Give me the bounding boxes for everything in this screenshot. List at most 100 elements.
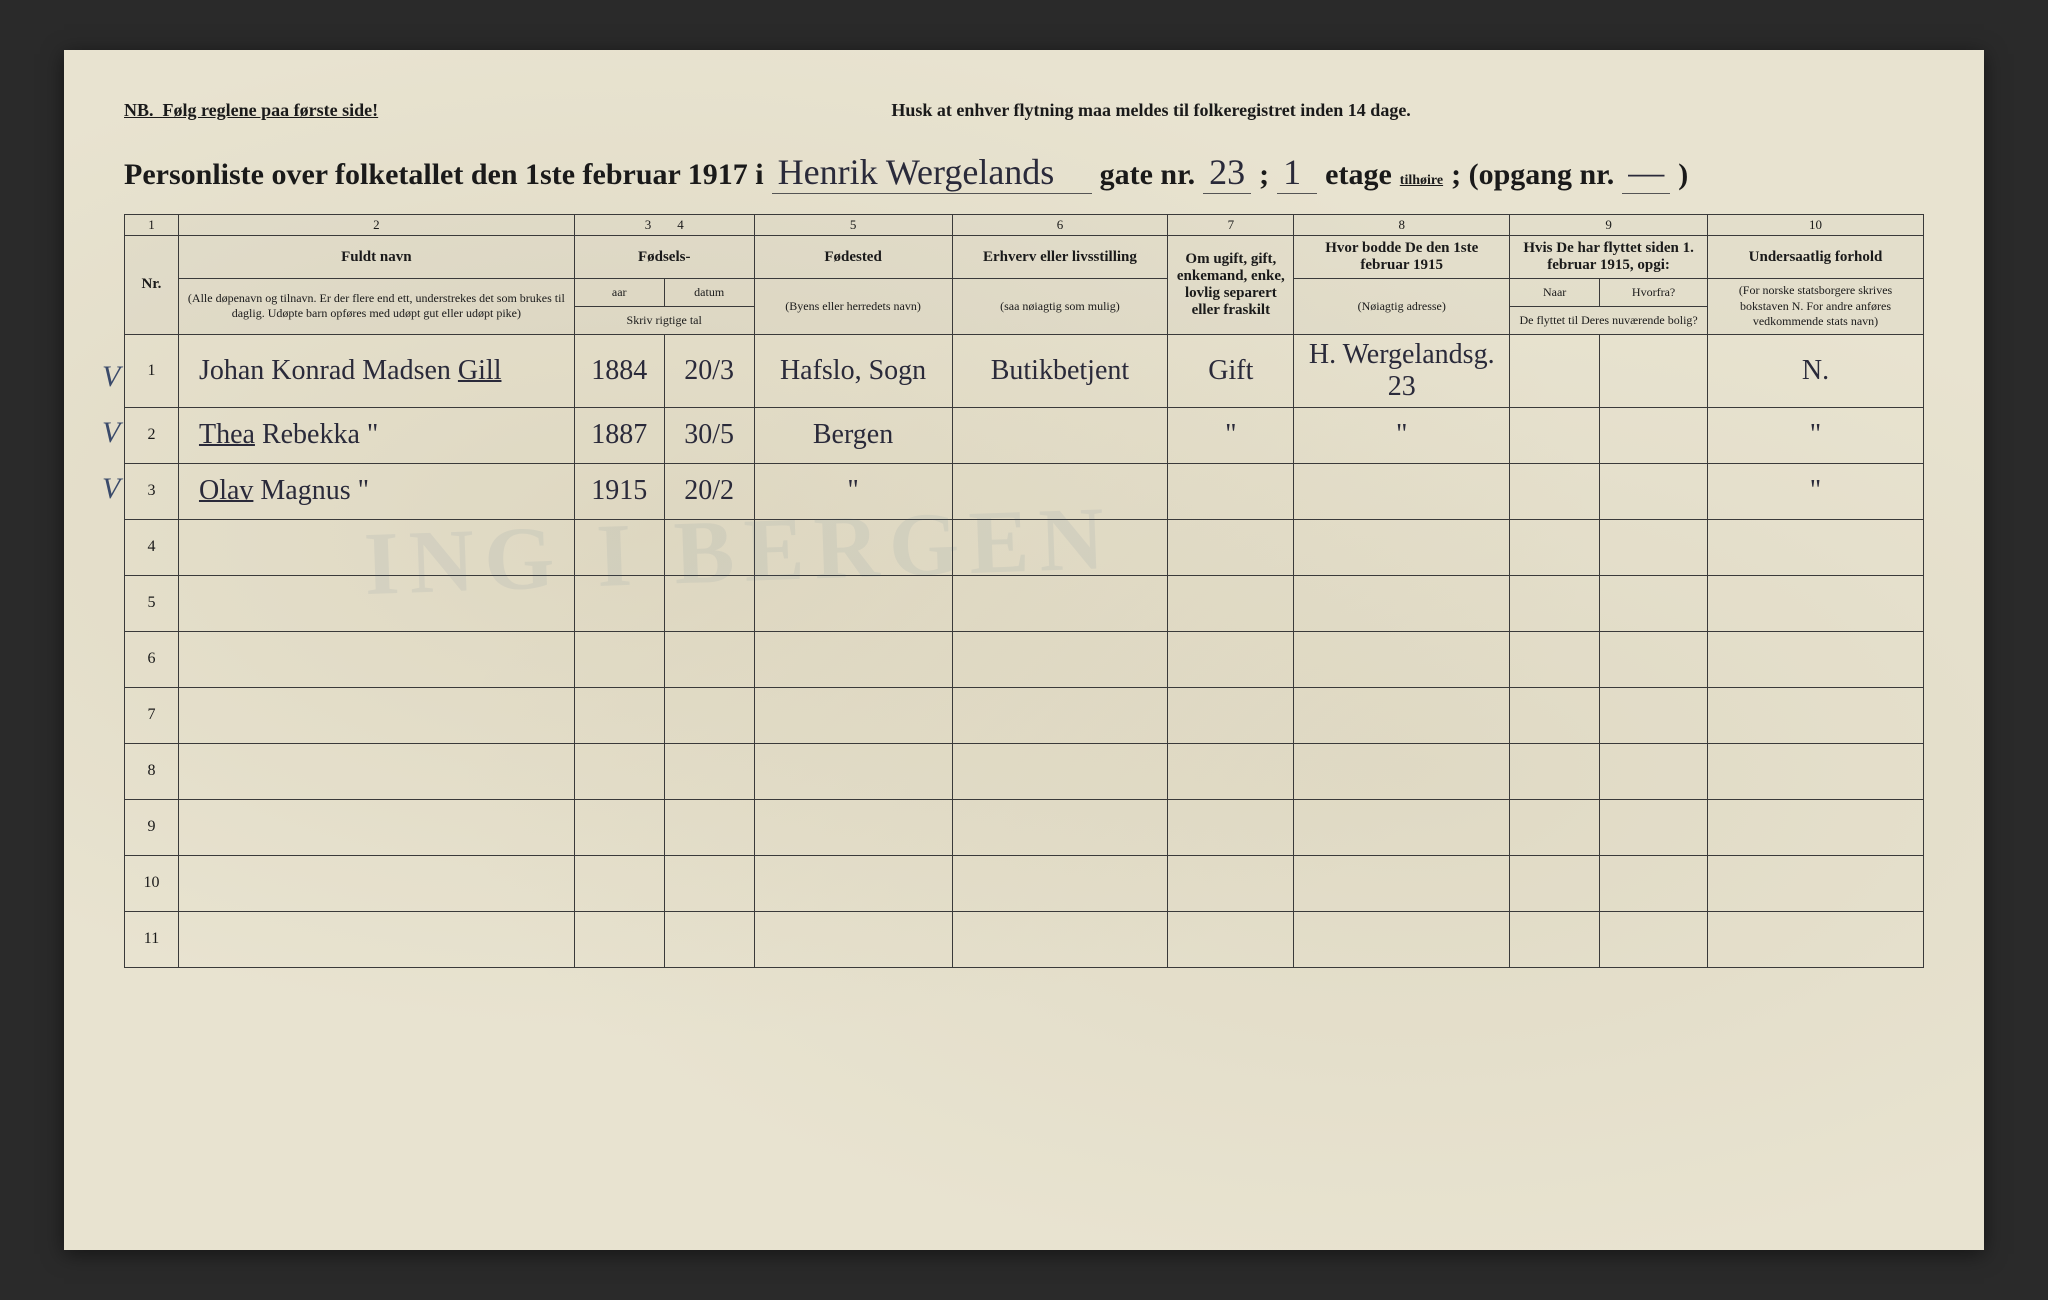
- table-row-empty: 11: [125, 911, 1924, 967]
- cell-nr: 3: [125, 463, 179, 519]
- cell-empty: [754, 631, 952, 687]
- cell-name: Thea Rebekka ": [178, 407, 574, 463]
- colnum-3-4: 3 4: [574, 215, 754, 236]
- hdr-name: Fuldt navn: [178, 236, 574, 279]
- cell-empty: [574, 687, 664, 743]
- cell-empty: [952, 519, 1168, 575]
- cell-marital: [1168, 463, 1294, 519]
- colnum-5: 5: [754, 215, 952, 236]
- table-row: 1Johan Konrad Madsen Gill188420/3Hafslo,…: [125, 334, 1924, 407]
- cell-addr1915: H. Wergelandsg. 23: [1294, 334, 1510, 407]
- colnum-10: 10: [1708, 215, 1924, 236]
- cell-empty: [1708, 519, 1924, 575]
- cell-empty: [1294, 855, 1510, 911]
- cell-moved-from: [1600, 407, 1708, 463]
- cell-nr: 8: [125, 743, 179, 799]
- table-row-empty: 9: [125, 799, 1924, 855]
- cell-empty: [952, 687, 1168, 743]
- cell-empty: [754, 911, 952, 967]
- cell-nr: 10: [125, 855, 179, 911]
- close-paren: ): [1678, 158, 1688, 192]
- hdr-addr1915: Hvor bodde De den 1ste februar 1915: [1294, 236, 1510, 279]
- cell-empty: [664, 743, 754, 799]
- hdr-citizen-sub: (For norske statsborgere skrives bokstav…: [1708, 279, 1924, 335]
- cell-empty: [178, 575, 574, 631]
- hdr-birthplace-sub: (Byens eller herredets navn): [754, 279, 952, 335]
- cell-empty: [664, 631, 754, 687]
- cell-empty: [1510, 687, 1600, 743]
- cell-empty: [574, 911, 664, 967]
- cell-birthplace: Bergen: [754, 407, 952, 463]
- cell-empty: [664, 575, 754, 631]
- cell-addr1915: [1294, 463, 1510, 519]
- cell-empty: [754, 743, 952, 799]
- cell-empty: [1600, 799, 1708, 855]
- cell-date: 20/3: [664, 334, 754, 407]
- column-number-row: 1 2 3 4 5 6 7 8 9 10: [125, 215, 1924, 236]
- cell-nr: 9: [125, 799, 179, 855]
- cell-empty: [1168, 687, 1294, 743]
- hdr-name-sub: (Alle døpenavn og tilnavn. Er der flere …: [178, 279, 574, 335]
- cell-moved-when: [1510, 334, 1600, 407]
- cell-empty: [1294, 519, 1510, 575]
- cell-moved-when: [1510, 463, 1600, 519]
- cell-empty: [1708, 855, 1924, 911]
- reminder-text: Husk at enhver flytning maa meldes til f…: [378, 100, 1924, 121]
- opgang-label: ; (opgang nr.: [1451, 158, 1614, 192]
- street-name-handwritten: Henrik Wergelands: [772, 151, 1092, 194]
- table-row-empty: 10: [125, 855, 1924, 911]
- hdr-nr: Nr.: [125, 236, 179, 335]
- cell-empty: [1294, 799, 1510, 855]
- cell-empty: [952, 743, 1168, 799]
- cell-empty: [952, 631, 1168, 687]
- colnum-2: 2: [178, 215, 574, 236]
- hdr-occupation-sub: (saa nøiagtig som mulig): [952, 279, 1168, 335]
- cell-empty: [1510, 855, 1600, 911]
- cell-empty: [1510, 631, 1600, 687]
- hdr-birthplace: Fødested: [754, 236, 952, 279]
- cell-empty: [178, 911, 574, 967]
- cell-empty: [664, 911, 754, 967]
- cell-empty: [1600, 631, 1708, 687]
- cell-year: 1884: [574, 334, 664, 407]
- table-row: 2Thea Rebekka "188730/5Bergen""": [125, 407, 1924, 463]
- cell-empty: [574, 855, 664, 911]
- cell-empty: [1168, 911, 1294, 967]
- table-row-empty: 5: [125, 575, 1924, 631]
- top-instruction-line: NB. Følg reglene paa første side! Husk a…: [124, 100, 1924, 121]
- cell-empty: [754, 799, 952, 855]
- hdr-birth: Fødsels-: [574, 236, 754, 279]
- cell-empty: [1168, 799, 1294, 855]
- etage-label: etage: [1325, 158, 1392, 192]
- cell-empty: [1708, 743, 1924, 799]
- cell-empty: [178, 855, 574, 911]
- cell-empty: [1294, 911, 1510, 967]
- table-row: 3Olav Magnus "191520/2"": [125, 463, 1924, 519]
- cell-empty: [1510, 799, 1600, 855]
- cell-empty: [574, 743, 664, 799]
- cell-empty: [1168, 743, 1294, 799]
- cell-year: 1915: [574, 463, 664, 519]
- cell-empty: [1294, 575, 1510, 631]
- cell-nr: 11: [125, 911, 179, 967]
- cell-empty: [952, 911, 1168, 967]
- cell-empty: [1168, 855, 1294, 911]
- cell-empty: [178, 631, 574, 687]
- cell-empty: [754, 687, 952, 743]
- cell-empty: [178, 519, 574, 575]
- cell-empty: [1708, 799, 1924, 855]
- hdr-moved-note: De flyttet til Deres nuværende bolig?: [1510, 306, 1708, 334]
- cell-empty: [178, 687, 574, 743]
- colnum-1: 1: [125, 215, 179, 236]
- cell-nr: 5: [125, 575, 179, 631]
- colnum-8: 8: [1294, 215, 1510, 236]
- form-title-row: Personliste over folketallet den 1ste fe…: [124, 151, 1924, 194]
- hdr-birth-date: datum: [664, 279, 754, 307]
- row-checkmark: V: [102, 360, 120, 394]
- hdr-occupation: Erhverv eller livsstilling: [952, 236, 1168, 279]
- table-row-empty: 7: [125, 687, 1924, 743]
- gate-label: gate nr.: [1100, 158, 1196, 192]
- cell-empty: [1294, 631, 1510, 687]
- table-row-empty: 8: [125, 743, 1924, 799]
- cell-nr: 7: [125, 687, 179, 743]
